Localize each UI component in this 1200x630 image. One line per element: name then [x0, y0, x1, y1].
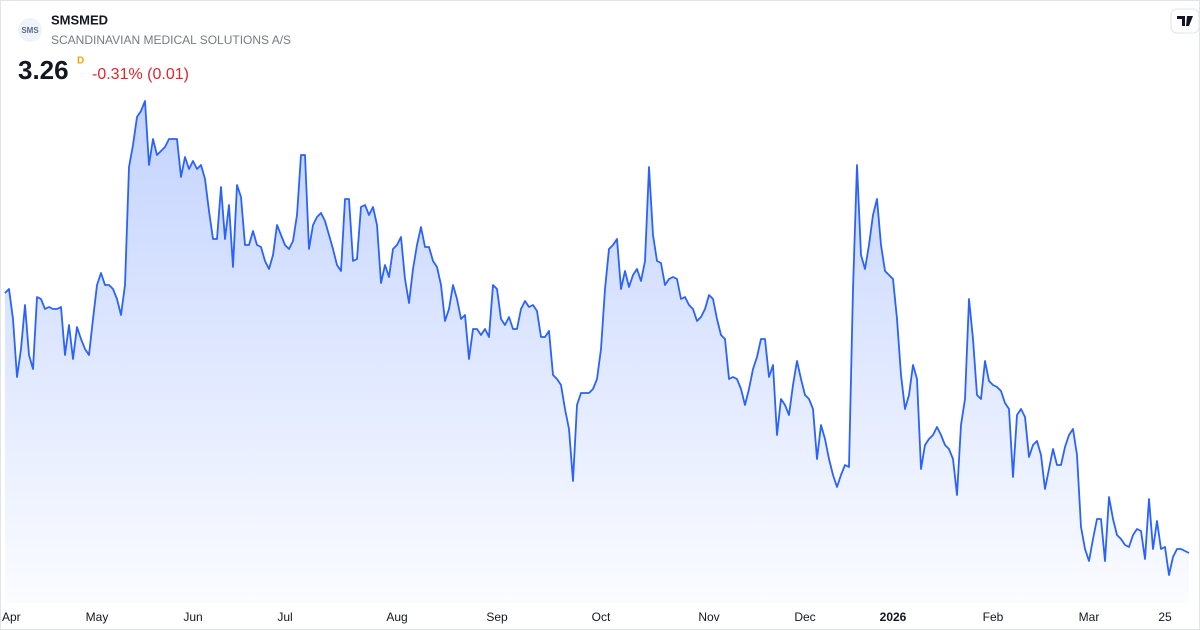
logo-text: SMS: [21, 26, 39, 35]
x-tick-label: Nov: [698, 610, 719, 624]
logo: [18, 18, 42, 42]
x-tick-label: Sep: [486, 610, 508, 624]
x-tick-label: Feb: [983, 610, 1004, 624]
x-tick-label: Jun: [183, 610, 202, 624]
brand-logo: [1170, 8, 1200, 34]
x-tick-label: Aug: [386, 610, 407, 624]
last-price: 3.26: [18, 55, 69, 85]
interval: D: [77, 56, 84, 67]
x-tick-label: 25: [1158, 610, 1172, 624]
price-change: -0.31% (0.01): [92, 66, 189, 83]
x-tick-label: Oct: [592, 610, 611, 624]
x-tick-label: Mar: [1079, 610, 1100, 624]
x-tick-label: 2026: [880, 610, 907, 624]
price-line: [4, 100, 1190, 576]
area-fill: [5, 101, 1189, 603]
x-tick-label: Apr: [2, 610, 21, 624]
x-tick-label: Dec: [794, 610, 815, 624]
x-tick-label: May: [86, 610, 109, 624]
company-name: SCANDINAVIAN MEDICAL SOLUTIONS A/S: [51, 33, 291, 47]
symbol: SMSMED: [51, 12, 108, 27]
x-tick-label: Jul: [277, 610, 292, 624]
